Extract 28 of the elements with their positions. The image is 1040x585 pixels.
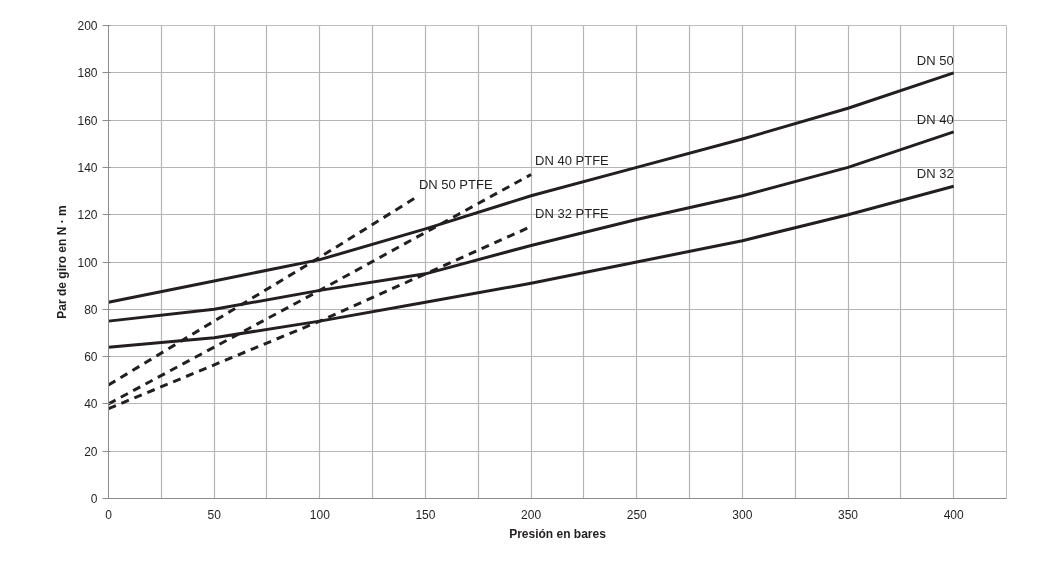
y-tick-label: 40 — [84, 397, 98, 412]
series-label: DN 32 PTFE — [535, 205, 610, 221]
y-tick-label: 140 — [77, 160, 98, 175]
x-tick-label: 150 — [415, 507, 436, 522]
y-tick-label: 100 — [77, 255, 98, 270]
series-label: DN 50 PTFE — [418, 177, 493, 193]
y-tick-label: 120 — [77, 208, 98, 223]
x-tick-label: 50 — [207, 507, 222, 522]
y-tick-label: 80 — [84, 302, 98, 317]
x-tick-label: 0 — [105, 507, 113, 522]
y-tick-label: 200 — [77, 19, 98, 33]
x-tick-label: 400 — [943, 507, 965, 522]
series-label: DN 40 — [916, 111, 954, 127]
y-tick-label: 20 — [84, 444, 98, 459]
y-tick-label: 60 — [84, 350, 98, 365]
series-label: DN 50 — [916, 52, 954, 68]
x-tick-label: 100 — [309, 507, 331, 522]
x-axis-title: Presión en bares — [509, 526, 607, 541]
x-tick-label: 300 — [732, 507, 753, 522]
y-axis-title: Par de giro en N · m — [55, 205, 70, 319]
series-label: DN 32 — [916, 166, 954, 182]
y-tick-label: 0 — [90, 492, 98, 506]
x-tick-label: 250 — [626, 507, 648, 522]
series-label: DN 40 PTFE — [535, 153, 610, 169]
x-tick-label: 350 — [838, 507, 859, 522]
x-tick-label: 200 — [521, 507, 542, 522]
y-tick-label: 160 — [77, 113, 98, 128]
y-tick-label: 180 — [77, 66, 98, 81]
